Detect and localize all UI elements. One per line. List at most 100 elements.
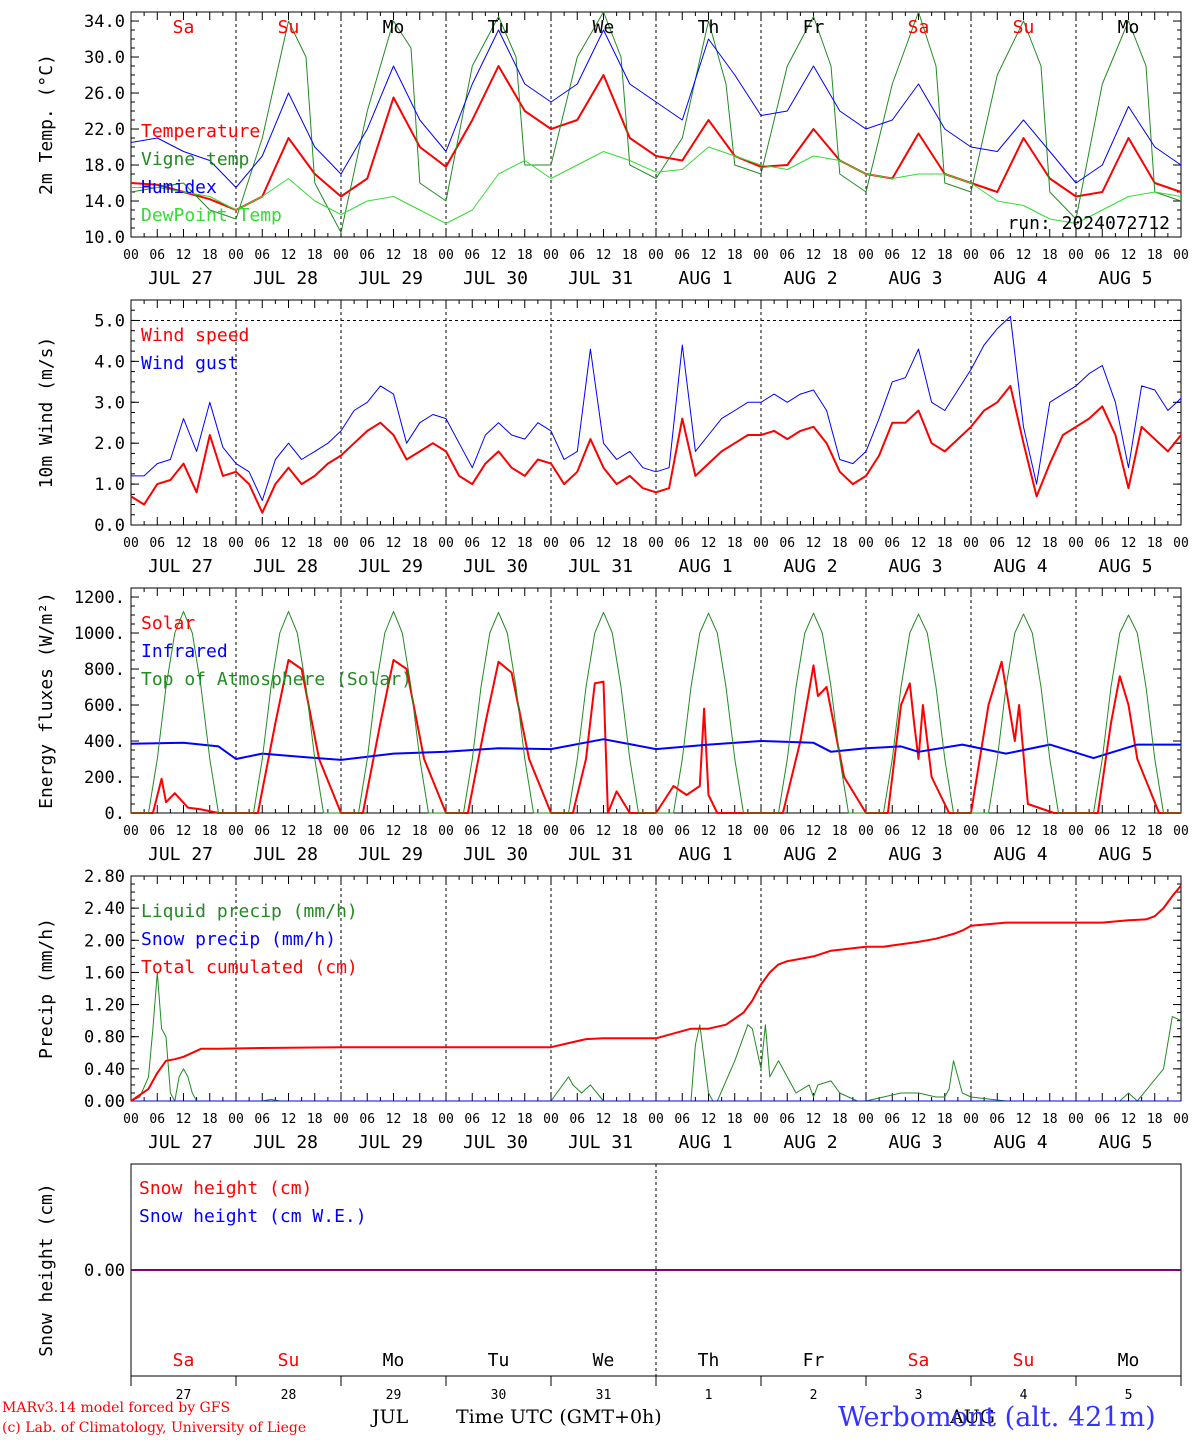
day-number-label: 5	[1125, 1388, 1133, 1403]
hour-tick-label: 18	[412, 248, 428, 263]
date-label: JUL 27	[148, 844, 213, 865]
y-tick-label: 0.00	[84, 1092, 125, 1112]
series-temperature-3	[131, 146, 1182, 224]
day-number-label: 27	[176, 1388, 192, 1403]
date-label: AUG 4	[993, 1132, 1047, 1153]
hour-tick-label: 00	[858, 1112, 874, 1127]
hour-tick-label: 06	[779, 248, 795, 263]
y-tick-label: 34.0	[84, 12, 125, 32]
hour-tick-label: 00	[123, 1112, 139, 1127]
plot-frame	[130, 299, 1182, 526]
legend-entry: Snow height (cm)	[139, 1178, 312, 1199]
hour-tick-label: 18	[832, 536, 848, 551]
legend-entry: Snow height (cm W.E.)	[139, 1206, 367, 1227]
hour-tick-label: 00	[963, 824, 979, 839]
legend-entry: Infrared	[141, 641, 228, 662]
date-label: JUL 30	[463, 268, 528, 289]
hour-tick-label: 00	[753, 1112, 769, 1127]
hour-tick-label: 06	[464, 248, 480, 263]
hour-tick-label: 18	[412, 824, 428, 839]
hour-tick-label: 00	[648, 1112, 664, 1127]
date-label: JUL 30	[463, 844, 528, 865]
hour-tick-label: 12	[806, 824, 822, 839]
hour-tick-label: 18	[937, 1112, 953, 1127]
weekday-label-bottom: Sa	[173, 1350, 195, 1371]
date-label: JUL 31	[568, 268, 633, 289]
day-number-label: 3	[915, 1388, 923, 1403]
series-wind-1	[131, 315, 1182, 501]
day-number-label: 30	[491, 1388, 507, 1403]
y-tick-label: 30.0	[84, 48, 125, 68]
hour-tick-label: 18	[1042, 248, 1058, 263]
y-axis-label: Energy fluxes (W/m²)	[36, 592, 57, 809]
hour-tick-label: 00	[228, 536, 244, 551]
hour-tick-label: 00	[1068, 248, 1084, 263]
hour-tick-label: 00	[858, 248, 874, 263]
day-number-label: 1	[705, 1388, 713, 1403]
legend-entry: Top of Atmosphere (Solar)	[141, 669, 412, 690]
series-wind-0	[130, 384, 1182, 514]
panel-energy: 0. 200. 400. 600. 800. 1000. 1200. Energy fluxe…	[36, 587, 1189, 865]
hour-tick-label: 06	[989, 248, 1005, 263]
y-tick-label: 14.0	[84, 192, 125, 212]
hour-tick-label: 06	[1094, 248, 1110, 263]
day-number-label: 31	[596, 1388, 612, 1403]
hour-tick-label: 18	[1042, 536, 1058, 551]
hour-tick-label: 12	[386, 536, 402, 551]
hour-tick-label: 00	[858, 536, 874, 551]
hour-tick-label: 00	[333, 248, 349, 263]
hour-tick-label: 00	[1173, 824, 1189, 839]
hour-tick-label: 06	[254, 248, 270, 263]
hour-tick-label: 12	[911, 248, 927, 263]
date-label: JUL 29	[358, 1132, 423, 1153]
hour-tick-label: 12	[911, 536, 927, 551]
weekday-label-top: Sa	[173, 17, 195, 38]
hour-tick-label: 00	[1173, 536, 1189, 551]
hour-tick-label: 18	[727, 824, 743, 839]
weekday-label-bottom: Su	[278, 1350, 300, 1371]
date-label: JUL 28	[253, 844, 318, 865]
hour-tick-label: 18	[937, 824, 953, 839]
day-number-label: 2	[810, 1388, 818, 1403]
y-tick-label: 2.0	[94, 434, 125, 454]
date-label: JUL 31	[568, 556, 633, 577]
date-label: AUG 1	[678, 268, 732, 289]
hour-tick-label: 12	[1016, 536, 1032, 551]
weekday-label-top: Tu	[488, 17, 510, 38]
date-label: JUL 27	[148, 268, 213, 289]
hour-tick-label: 06	[779, 536, 795, 551]
hour-tick-label: 18	[517, 248, 533, 263]
hour-tick-label: 12	[596, 824, 612, 839]
hour-tick-label: 12	[1121, 1112, 1137, 1127]
day-number-label: 4	[1020, 1388, 1028, 1403]
date-label: AUG 5	[1098, 556, 1152, 577]
hour-tick-label: 06	[884, 824, 900, 839]
panel-snow: 0.00 Snow height (cm) Snow height (cm) Snow…	[36, 1163, 1182, 1377]
hour-tick-label: 12	[386, 1112, 402, 1127]
date-label: JUL 27	[148, 556, 213, 577]
hour-tick-label: 00	[438, 536, 454, 551]
date-label: JUL 30	[463, 556, 528, 577]
hour-tick-label: 06	[569, 1112, 585, 1127]
date-label: JUL 28	[253, 268, 318, 289]
date-label: AUG 2	[783, 556, 837, 577]
hour-tick-label: 06	[1094, 1112, 1110, 1127]
date-label: JUL 29	[358, 556, 423, 577]
hour-tick-label: 18	[832, 824, 848, 839]
weekday-label-bottom: Fr	[803, 1350, 825, 1371]
series-energy-1	[130, 738, 1181, 761]
hour-tick-label: 12	[176, 536, 192, 551]
hour-tick-label: 00	[228, 1112, 244, 1127]
hour-tick-label: 06	[884, 248, 900, 263]
hour-tick-label: 00	[1173, 248, 1189, 263]
weekday-label-bottom: Su	[1013, 1350, 1035, 1371]
y-tick-label: 1.0	[94, 475, 125, 495]
hour-tick-label: 12	[491, 1112, 507, 1127]
hour-tick-label: 12	[491, 824, 507, 839]
panel-wind: 0.0 1.0 2.0 3.0 4.0 5.0 10m Wind (m/s) Wind spe…	[36, 299, 1189, 577]
hour-tick-label: 12	[176, 1112, 192, 1127]
hour-tick-label: 12	[176, 824, 192, 839]
hour-tick-label: 06	[359, 536, 375, 551]
hour-tick-label: 06	[464, 536, 480, 551]
y-tick-label: 600.	[84, 696, 125, 716]
